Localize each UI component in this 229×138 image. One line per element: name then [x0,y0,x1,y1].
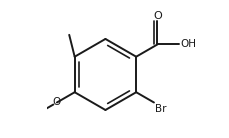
Text: OH: OH [179,39,195,49]
Text: O: O [53,97,61,108]
Text: O: O [153,10,162,21]
Text: Br: Br [154,104,165,114]
